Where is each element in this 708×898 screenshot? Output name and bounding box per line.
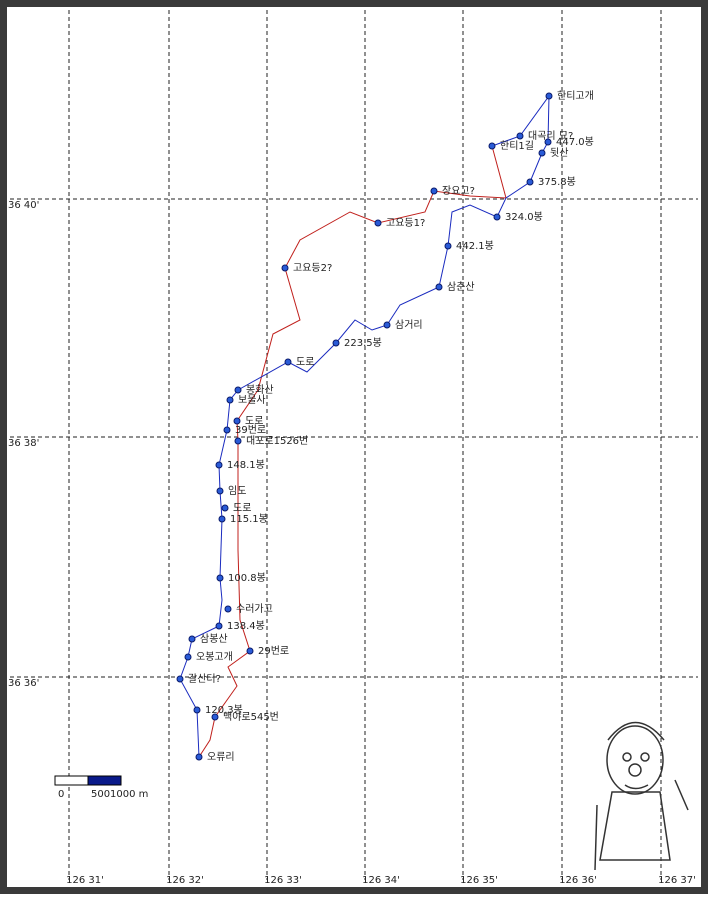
- waypoint-label: 봉화산: [246, 384, 274, 396]
- scale-label: 1000 m: [110, 789, 148, 800]
- cartoon: [594, 721, 689, 871]
- longitude-label: 126 32': [166, 875, 204, 886]
- waypoint-label: 한티고개: [557, 90, 594, 102]
- waypoint-label: 보물사: [238, 394, 266, 406]
- longitude-label: 126 35': [460, 875, 498, 886]
- waypoint: [544, 138, 552, 146]
- waypoint-label: 223.5봉: [344, 337, 382, 349]
- waypoint-label: 447.0봉: [556, 136, 594, 148]
- waypoint: [281, 264, 289, 272]
- waypoint: [224, 605, 232, 613]
- waypoint-label: 삼봉산: [200, 633, 228, 645]
- waypoint-label: 고요등2?: [293, 262, 332, 274]
- waypoint-label: 375.8봉: [538, 176, 576, 188]
- longitude-label: 126 36': [559, 875, 597, 886]
- waypoint-label: 백야로545번: [223, 711, 279, 723]
- waypoint: [195, 753, 203, 761]
- waypoint: [545, 92, 553, 100]
- waypoint: [493, 213, 501, 221]
- waypoint-label: 148.1봉: [227, 459, 265, 471]
- waypoint-label: 오봉고개: [196, 651, 233, 663]
- waypoint: [284, 358, 292, 366]
- grid: 126 31' 126 32' 126 33' 126 34' 126 35' 126 3…: [8, 10, 698, 886]
- waypoint: [538, 149, 546, 157]
- waypoint-label: 442.1봉: [456, 240, 494, 252]
- waypoint: [218, 515, 226, 523]
- waypoint: [246, 647, 254, 655]
- waypoint: [216, 574, 224, 582]
- waypoint: [184, 653, 192, 661]
- track-red: [198, 145, 507, 758]
- map-area: [7, 7, 701, 887]
- waypoint: [526, 178, 534, 186]
- longitude-label: 126 34': [362, 875, 400, 886]
- waypoint: [223, 426, 231, 434]
- waypoint-label: 도로: [245, 416, 263, 427]
- waypoint-label: 138.4봉: [227, 620, 265, 632]
- waypoint-label: 한티1길: [500, 139, 534, 152]
- waypoint: [435, 283, 443, 291]
- waypoint-label: 도로: [296, 357, 314, 368]
- waypoint: [176, 675, 184, 683]
- latitude-label: 36 36': [8, 678, 39, 689]
- waypoint: [221, 504, 229, 512]
- waypoint-label: 갈산터?: [188, 672, 221, 685]
- waypoint-label: 100.8봉: [228, 572, 266, 584]
- waypoint: [383, 321, 391, 329]
- waypoint-label: 39번로: [235, 424, 266, 436]
- scale-bar: [54, 775, 122, 786]
- waypoint: [444, 242, 452, 250]
- waypoint-label: 오류리: [207, 751, 235, 763]
- latitude-label: 36 40': [8, 200, 39, 211]
- waypoint-label: 120.3봉: [205, 704, 243, 716]
- waypoint-label: 장요고?: [442, 185, 475, 197]
- waypoint-label: 내포로1526번: [246, 435, 308, 447]
- waypoint-label: 수러가고: [236, 603, 273, 615]
- longitude-label: 126 37': [658, 875, 696, 886]
- waypoint: [234, 386, 242, 394]
- waypoint: [233, 417, 241, 425]
- longitude-label: 126 31': [66, 875, 104, 886]
- waypoint-label: 29번로: [258, 645, 289, 657]
- waypoint-label: 324.0봉: [505, 211, 543, 223]
- waypoint: [215, 622, 223, 630]
- waypoint-label: 삼춘산: [447, 281, 475, 293]
- waypoint: [211, 713, 219, 721]
- waypoint: [332, 339, 340, 347]
- waypoint-label: 대곡리 묘?: [528, 130, 573, 142]
- waypoint: [430, 187, 438, 195]
- waypoint: [234, 437, 242, 445]
- waypoint: [216, 487, 224, 495]
- waypoint: [226, 396, 234, 404]
- waypoint: [374, 219, 382, 227]
- waypoint: [193, 706, 201, 714]
- waypoint: [215, 461, 223, 469]
- waypoint-label: 임도: [228, 484, 246, 497]
- waypoint-label: 삼거리: [395, 319, 423, 331]
- latitude-label: 36 38': [8, 438, 39, 449]
- waypoint: [516, 132, 524, 140]
- waypoint: [488, 142, 496, 150]
- waypoint-label: 도로: [233, 503, 251, 514]
- waypoint-label: 뒷산: [550, 146, 568, 159]
- waypoint: [188, 635, 196, 643]
- waypoint-label: 115.1봉: [230, 513, 268, 525]
- waypoint-label: 고요등1?: [386, 217, 425, 229]
- scale-label: 0: [58, 789, 64, 800]
- longitude-label: 126 33': [264, 875, 302, 886]
- scale-label: 500: [91, 789, 110, 800]
